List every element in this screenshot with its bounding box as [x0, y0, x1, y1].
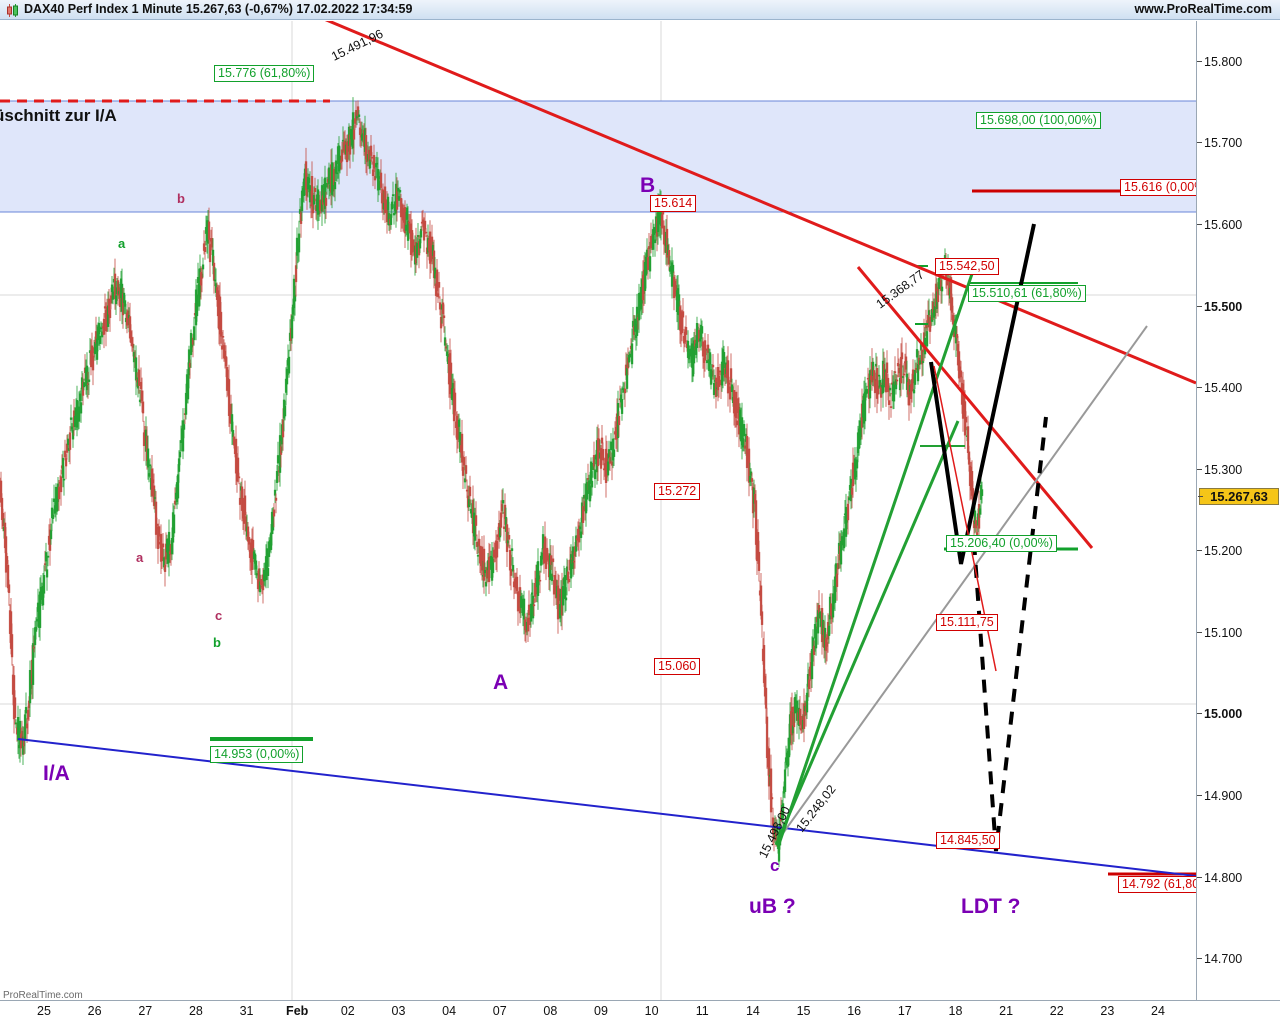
price-tag-peak-15614[interactable]: 15.614: [650, 195, 697, 212]
forecast-path: [929, 223, 1036, 565]
date-tick-26: 26: [87, 1004, 102, 1018]
price-tick-15100: 15.100: [1197, 626, 1280, 640]
price-tag-fib-15776[interactable]: 15.776 (61,80%): [214, 65, 315, 82]
date-tick-21: 21: [999, 1004, 1014, 1018]
date-tick-28: 28: [188, 1004, 203, 1018]
last-price-value: 15.267,63: [1210, 489, 1268, 505]
date-tick-23: 23: [1100, 1004, 1115, 1018]
date-tick-10: 10: [644, 1004, 659, 1018]
date-tick-04: 04: [442, 1004, 457, 1018]
date-tick-22: 22: [1049, 1004, 1064, 1018]
price-tick-15500: 15.500: [1197, 300, 1280, 314]
candlestick-icon: [7, 4, 18, 17]
price-tag-level-15111[interactable]: 15.111,75: [936, 614, 998, 631]
date-tick-25: 25: [37, 1004, 51, 1018]
price-tick-15600: 15.600: [1197, 218, 1280, 232]
date-tick-Feb: Feb: [286, 1004, 309, 1018]
last-price-badge[interactable]: 15.267,63: [1198, 488, 1279, 506]
date-tick-27: 27: [138, 1004, 153, 1018]
price-tick-15300: 15.300: [1197, 463, 1280, 477]
date-tick-24: 24: [1151, 1004, 1165, 1018]
annotation-header-note: üschnitt zur I/A: [0, 106, 117, 125]
date-tick-31: 31: [239, 1004, 254, 1018]
date-axis[interactable]: 25 26 27 28 31 Feb 02 03 04 07 08 09 10 11 14 15 16 17 18 2…: [0, 1000, 1280, 1024]
price-tag-level-14845[interactable]: 14.845,50: [936, 832, 1000, 849]
price-tick-15000: 15.000: [1197, 707, 1280, 721]
plot-area[interactable]: 15.491,96 15.368,77 15.498,00 15.248,02 …: [0, 21, 1196, 1000]
date-tick-07: 07: [492, 1004, 507, 1018]
price-tick-15400: 15.400: [1197, 381, 1280, 395]
rotated-label-trend-15368: 15.368,77: [874, 267, 927, 311]
price-tag-fib-14792[interactable]: 14.792 (61,80%): [1118, 876, 1196, 893]
date-tick-15: 15: [796, 1004, 811, 1018]
price-tick-14900: 14.900: [1197, 789, 1280, 803]
title-bar: DAX40 Perf Index 1 Minute 15.267,63 (-0,…: [0, 0, 1280, 20]
annotation-wave-label-A: A: [493, 671, 509, 694]
price-tag-level-15060[interactable]: 15.060: [654, 658, 701, 675]
price-tag-fib-14953[interactable]: 14.953 (0,00%): [210, 746, 304, 763]
price-tick-14800: 14.800: [1197, 871, 1280, 885]
price-tag-fib-15698[interactable]: 15.698,00 (100,00%): [976, 112, 1101, 129]
price-tag-fib-15616[interactable]: 15.616 (0,00%): [1120, 179, 1196, 196]
chart-canvas: 15.491,96 15.368,77 15.498,00 15.248,02: [0, 21, 1196, 1000]
rotated-label-trend-15498: 15.498,00: [756, 804, 793, 860]
annotation-question-uB: uB ?: [749, 895, 796, 918]
price-tag-fib-15206[interactable]: 15.206,40 (0,00%): [946, 535, 1057, 552]
price-tag-level-15272[interactable]: 15.272: [654, 483, 701, 500]
date-tick-18: 18: [948, 1004, 963, 1018]
price-tick-15700: 15.700: [1197, 136, 1280, 150]
date-tick-02: 02: [340, 1004, 355, 1018]
annotation-wave-a-lower: a: [136, 550, 144, 565]
price-tick-14700: 14.700: [1197, 952, 1280, 966]
date-tick-16: 16: [847, 1004, 862, 1018]
window-title: DAX40 Perf Index 1 Minute 15.267,63 (-0,…: [24, 2, 413, 16]
price-axis[interactable]: 15.800 15.700 15.600 15.500 15.400 15.300 15.2…: [1196, 21, 1280, 1000]
forecast-path-alt: [972, 416, 1048, 852]
annotation-question-LDT: LDT ?: [961, 895, 1021, 918]
price-tag-level-15542[interactable]: 15.542,50: [935, 258, 999, 275]
annotation-wave-label-B: B: [640, 174, 656, 197]
annotation-wave-a-upper: a: [118, 236, 126, 251]
annotation-wave-b-upper: b: [177, 191, 185, 206]
date-tick-09: 09: [594, 1004, 608, 1018]
annotation-wave-label-c: c: [770, 856, 780, 875]
date-tick-17: 17: [897, 1004, 912, 1018]
date-tick-03: 03: [391, 1004, 406, 1018]
date-tick-08: 08: [543, 1004, 558, 1018]
price-tick-15200: 15.200: [1197, 544, 1280, 558]
price-tick-15800: 15.800: [1197, 55, 1280, 69]
footer-brand: ProRealTime.com: [3, 990, 83, 1001]
annotation-wave-c-lower: c: [215, 608, 223, 623]
candlestick-series: [0, 97, 984, 868]
date-tick-14: 14: [745, 1004, 760, 1018]
annotation-wave-label-I-A: I/A: [43, 762, 70, 785]
brand-link[interactable]: www.ProRealTime.com: [1134, 2, 1272, 16]
date-tick-11: 11: [695, 1004, 709, 1018]
annotation-wave-b-lower: b: [213, 635, 221, 650]
price-tag-fib-15510[interactable]: 15.510,61 (61,80%): [968, 285, 1086, 302]
